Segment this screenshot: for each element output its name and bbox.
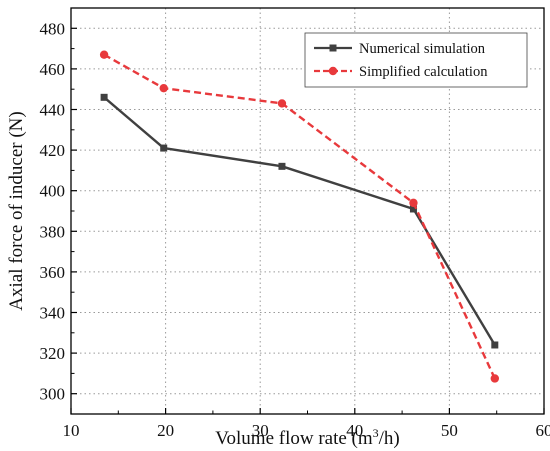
legend-box [304, 32, 528, 88]
x-tick-label: 50 [441, 421, 458, 440]
y-tick-label: 360 [40, 263, 66, 282]
y-tick-label: 340 [40, 304, 66, 323]
series-1 [100, 93, 499, 349]
legend-entries: Numerical simulation Simplified calculati… [314, 41, 488, 80]
series-2 [99, 50, 500, 383]
y-tick-label: 320 [40, 344, 66, 363]
legend-marker [328, 66, 338, 76]
legend-marker [329, 44, 337, 52]
y-tick-label: 400 [40, 182, 66, 201]
y-tick-label: 300 [40, 385, 66, 404]
data-point [409, 198, 418, 208]
legend-label: Numerical simulation [359, 41, 486, 57]
data-point [409, 205, 417, 213]
data-point [278, 162, 286, 170]
data-point [490, 374, 500, 383]
ticks: 10 20 30 40 50 60 300 320 340 360 380 400 420 440 460 4… [40, 19, 550, 440]
y-axis-title: Axial force of inducer (N) [6, 111, 27, 310]
y-tick-label: 480 [40, 19, 66, 38]
x-axis-title-superscript: 3 [373, 426, 379, 440]
legend-entry-2: Simplified calculation [314, 64, 488, 80]
x-tick-label: 60 [536, 421, 550, 440]
y-tick-label: 420 [40, 141, 66, 160]
data-point [99, 50, 109, 59]
data-point [100, 93, 108, 101]
data-point [160, 144, 168, 152]
x-tick-label: 10 [63, 421, 80, 440]
legend-entry-1: Numerical simulation [314, 41, 486, 57]
data-point [159, 83, 168, 93]
x-axis-title-prefix: Volume flow rate (m [215, 428, 373, 449]
x-tick-label: 20 [157, 421, 174, 440]
y-tick-label: 460 [40, 60, 66, 79]
x-axis-title-suffix: /h) [379, 428, 400, 449]
x-tick-label: 40 [346, 421, 363, 440]
data-point [277, 99, 287, 108]
x-tick-label: 30 [252, 421, 269, 440]
x-axis-title: Volume flow rate (m3/h) [215, 426, 400, 449]
legend: Numerical simulation Simplified calculati… [304, 32, 528, 88]
y-tick-label: 380 [40, 222, 66, 241]
data-point [491, 341, 499, 349]
series-layer [99, 50, 500, 383]
series-line [103, 53, 496, 380]
legend-label: Simplified calculation [359, 64, 488, 80]
y-tick-label: 440 [40, 101, 66, 120]
series-line [103, 96, 496, 346]
